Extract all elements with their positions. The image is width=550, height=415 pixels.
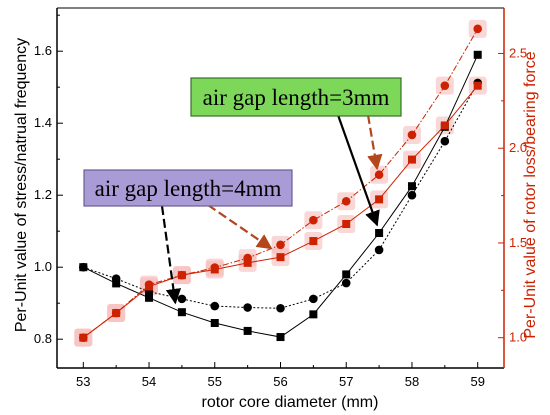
- arrow-3mm-to-stress: [336, 114, 380, 227]
- series-1-point: [210, 301, 220, 311]
- series-2-point: [440, 121, 449, 130]
- series-1-point: [243, 303, 252, 312]
- series-0-point: [309, 310, 318, 319]
- y-left-tick-label: 0.8: [34, 331, 52, 346]
- series-1-point: [78, 262, 88, 272]
- arrow-4mm-to-stress: [160, 205, 182, 305]
- series-2-point: [243, 258, 252, 267]
- series-1-point: [374, 245, 384, 255]
- series-2-point: [407, 155, 416, 164]
- series-markers-layer: [78, 24, 483, 342]
- x-tick-label: 57: [339, 374, 353, 389]
- series-0-point: [145, 293, 154, 302]
- series-0-point: [243, 326, 252, 335]
- annotation-box-4mm: [83, 169, 293, 207]
- series-3-point: [473, 24, 483, 34]
- x-tick-label: 53: [76, 374, 90, 389]
- annotation-label-3mm: air gap length=3mm: [203, 85, 390, 110]
- series-3-point: [407, 130, 417, 140]
- series-1-point: [276, 303, 285, 313]
- series-1-point: [440, 136, 450, 146]
- annotation-box-3mm: [190, 77, 402, 117]
- series-0-point: [177, 308, 186, 317]
- series-3-point: [243, 253, 252, 263]
- x-tick-label: 56: [273, 374, 287, 389]
- annotation-arrows-layer: [160, 114, 383, 305]
- series-3-point: [111, 308, 121, 318]
- series-3-point: [440, 81, 450, 90]
- arrow-3mm-to-loss: [366, 114, 383, 171]
- y-right-tick-label: 2.5: [509, 45, 527, 60]
- series-2-point: [342, 220, 351, 228]
- series-3-point: [341, 196, 351, 206]
- series-0-point: [342, 270, 351, 279]
- series-2-point: [375, 195, 384, 204]
- x-tick-label: 54: [142, 374, 156, 389]
- series-3-point: [276, 240, 285, 250]
- tick-labels-layer: 53 54 55 56 57 58 59 0.8 1.0 1.2 1.4 1.6 1.0 1.5 2.0 2.…: [34, 43, 527, 389]
- series-3-point: [78, 333, 88, 342]
- series-1-point: [111, 274, 121, 284]
- series-3-point: [309, 215, 318, 225]
- series-0-point: [210, 319, 219, 327]
- axes-layer: [56, 7, 505, 369]
- y-right-tick-label: 1.5: [509, 235, 527, 250]
- series-2-point: [276, 253, 285, 262]
- series-1-point: [341, 278, 351, 288]
- annotation-air-gap-4mm: air gap length=4mm: [83, 169, 293, 207]
- series-3-point: [374, 170, 384, 180]
- x-tick-label: 58: [405, 374, 419, 389]
- series-0-point: [407, 182, 416, 191]
- series-0-point: [112, 279, 121, 288]
- arrow-4mm-to-loss: [207, 204, 273, 250]
- x-tick-label: 55: [208, 374, 222, 389]
- y-axis-right-label: Per-Unit value of rotor loss/bearing for…: [522, 51, 539, 338]
- y-left-tick-label: 1.0: [34, 259, 52, 274]
- series-0-point: [375, 229, 384, 237]
- y-right-tick-label: 1.0: [509, 330, 527, 345]
- series-3-point: [177, 270, 187, 280]
- series-3-point: [144, 280, 154, 289]
- series-line-2: [82, 85, 479, 339]
- series-0-point: [473, 50, 482, 59]
- y-left-tick-label: 1.4: [34, 115, 52, 130]
- x-tick-label: 59: [470, 374, 484, 389]
- y-left-tick-label: 1.2: [34, 187, 52, 202]
- series-2-point: [309, 237, 318, 246]
- series-1-point: [177, 294, 187, 304]
- y-left-tick-label: 1.6: [34, 43, 52, 58]
- series-2-point: [473, 81, 482, 90]
- series-0-point: [276, 333, 285, 342]
- series-3-point: [210, 263, 220, 272]
- y-right-tick-label: 2.0: [509, 140, 527, 155]
- y-axis-left-label: Per-Unit value of stress/natrual frequen…: [13, 38, 30, 332]
- annotation-air-gap-3mm: air gap length=3mm: [190, 77, 402, 117]
- series-1-point: [407, 190, 417, 200]
- x-axis-label: rotor core diameter (mm): [202, 394, 379, 411]
- annotation-label-4mm: air gap length=4mm: [95, 176, 282, 201]
- series-1-point: [309, 294, 318, 304]
